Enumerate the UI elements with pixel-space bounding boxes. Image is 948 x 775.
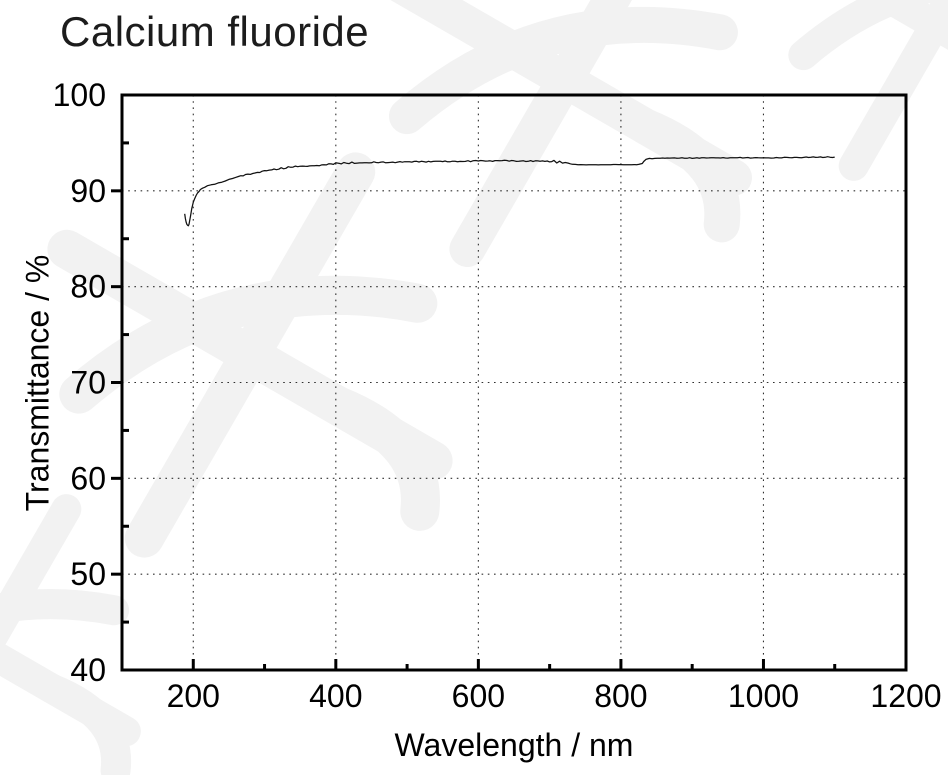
y-tick-label: 100 [53,77,106,113]
x-tick-labels: 200 400 600 800 1000 1200 [167,678,942,714]
x-axis-title: Wavelength / nm [394,727,634,763]
y-tick-label: 40 [70,652,106,688]
series-curve [184,156,835,227]
y-axis-title: Transmittance / % [19,254,56,512]
x-tick-label: 800 [594,678,647,714]
grid [122,95,906,670]
y-tick-label: 60 [70,460,106,496]
x-tick-label: 600 [452,678,505,714]
y-tick-label: 70 [70,365,106,401]
plot-border [120,93,908,672]
x-tick-label: 1200 [870,678,941,714]
y-tick-label: 90 [70,173,106,209]
x-tick-label: 1000 [728,678,799,714]
chart-title: Calcium fluoride [60,8,370,55]
y-tick-label: 80 [70,269,106,305]
axis-ticks [111,141,837,670]
y-tick-labels: 40 50 60 70 80 90 100 [53,77,106,688]
y-tick-label: 50 [70,556,106,592]
x-tick-label: 200 [167,678,220,714]
x-tick-label: 400 [309,678,362,714]
